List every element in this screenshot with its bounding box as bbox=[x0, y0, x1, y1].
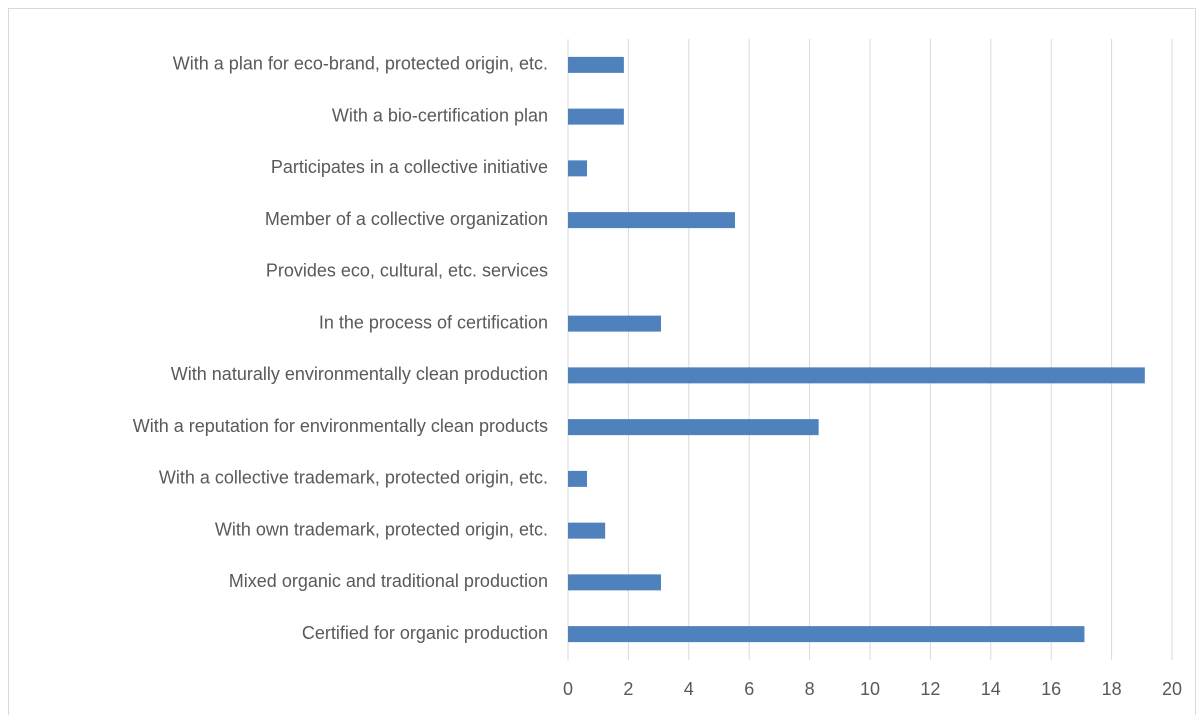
y-tick-label: With a bio-certification plan bbox=[332, 105, 548, 125]
x-tick-label: 18 bbox=[1102, 679, 1122, 699]
bar bbox=[568, 574, 662, 591]
chart-border bbox=[8, 8, 1196, 715]
x-tick-label: 20 bbox=[1162, 679, 1182, 699]
x-tick-label: 0 bbox=[563, 679, 573, 699]
y-tick-label: With naturally environmentally clean pro… bbox=[171, 364, 548, 384]
x-tick-label: 6 bbox=[744, 679, 754, 699]
x-tick-label: 2 bbox=[623, 679, 633, 699]
y-tick-label: With a collective trademark, protected o… bbox=[159, 468, 548, 488]
y-tick-label: With a reputation for environmentally cl… bbox=[133, 416, 548, 436]
y-tick-label: With own trademark, protected origin, et… bbox=[215, 519, 548, 539]
y-tick-label: Mixed organic and traditional production bbox=[229, 571, 548, 591]
bar bbox=[568, 108, 624, 125]
y-tick-label: In the process of certification bbox=[319, 312, 548, 332]
bar bbox=[568, 367, 1145, 384]
bar bbox=[568, 315, 662, 332]
bar bbox=[568, 160, 588, 177]
x-tick-label: 8 bbox=[805, 679, 815, 699]
bar bbox=[568, 56, 624, 73]
x-tick-label: 14 bbox=[981, 679, 1001, 699]
y-tick-label: Participates in a collective initiative bbox=[271, 157, 548, 177]
bar bbox=[568, 419, 819, 436]
x-tick-label: 12 bbox=[920, 679, 940, 699]
y-tick-label: Provides eco, cultural, etc. services bbox=[266, 261, 548, 281]
bar bbox=[568, 470, 588, 487]
y-tick-label: Member of a collective organization bbox=[265, 209, 548, 229]
bar bbox=[568, 626, 1085, 643]
x-tick-label: 4 bbox=[684, 679, 694, 699]
y-tick-label: With a plan for eco-brand, protected ori… bbox=[173, 54, 548, 74]
x-tick-label: 10 bbox=[860, 679, 880, 699]
y-tick-label: Certified for organic production bbox=[302, 623, 548, 643]
bar bbox=[568, 212, 736, 229]
bar bbox=[568, 522, 606, 539]
x-tick-label: 16 bbox=[1041, 679, 1061, 699]
